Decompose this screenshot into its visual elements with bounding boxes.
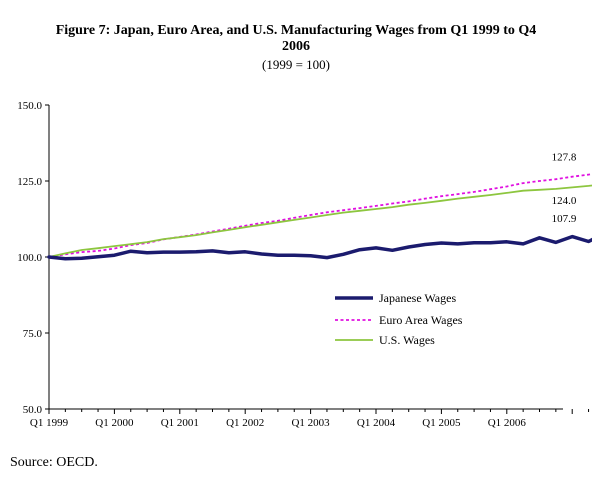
series-layer	[47, 173, 592, 261]
legend-label: U.S. Wages	[379, 333, 435, 347]
end-labels-layer: 107.9 127.8 124.0	[552, 151, 577, 224]
chart-title-line1: Figure 7: Japan, Euro Area, and U.S. Man…	[55, 23, 537, 38]
series-line-u-s-wages	[48, 184, 592, 258]
y-tick-label: 125.0	[17, 176, 42, 188]
x-tick-label: Q1 1999	[30, 417, 69, 429]
x-tick-label: Q1 2000	[95, 417, 134, 429]
end-value-label: 124.0	[552, 195, 577, 207]
legend-label: Japanese Wages	[379, 291, 456, 305]
chart-title-line2: 2006	[282, 39, 310, 54]
series-line-japanese-wages	[47, 234, 592, 261]
chart-subtitle: (1999 = 100)	[262, 57, 330, 72]
source-note: Source: OECD.	[10, 455, 98, 470]
chart-legend: Japanese Wages Euro Area Wages U.S. Wages	[335, 291, 463, 347]
y-tick-label: 75.0	[23, 328, 43, 340]
end-value-label: 127.8	[552, 151, 577, 163]
y-tick-label: 50.0	[23, 404, 43, 416]
x-tick-label: Q1 2002	[226, 417, 264, 429]
x-tick-label: Q1 2001	[161, 417, 199, 429]
x-tick-label: Q1 2006	[488, 417, 527, 429]
end-value-label: 107.9	[552, 213, 577, 225]
legend-label: Euro Area Wages	[379, 313, 463, 327]
chart-axes: 50.0 75.0 100.0 125.0 150.0 Q1 1999 Q1 2000 Q1 …	[17, 100, 590, 429]
x-tick-label: Q1 2003	[291, 417, 330, 429]
y-tick-label: 100.0	[17, 252, 42, 264]
y-tick-label: 150.0	[17, 100, 42, 112]
x-tick-label: Q1 2005	[422, 417, 461, 429]
x-tick-label: Q1 2004	[357, 417, 396, 429]
